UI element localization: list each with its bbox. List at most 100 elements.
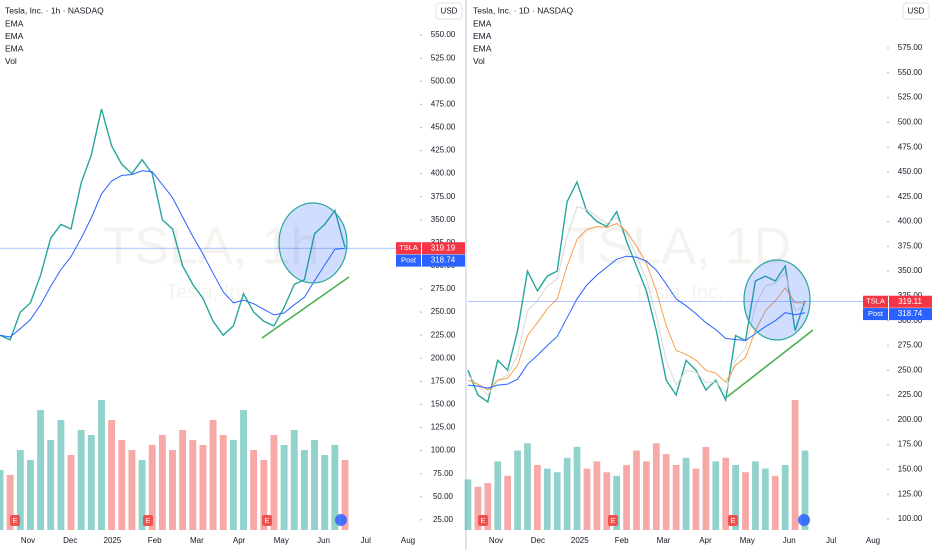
y-tick-label: 250.00 xyxy=(898,365,923,374)
volume-bar xyxy=(37,410,45,530)
y-tick-label: 525.00 xyxy=(898,93,923,102)
volume-bar xyxy=(331,445,339,530)
volume-bar xyxy=(179,430,187,530)
volume-bar xyxy=(514,450,521,530)
y-tick-label: 550.00 xyxy=(898,68,923,77)
y-tick-label: 425.00 xyxy=(898,192,923,201)
y-tick-label: 275.00 xyxy=(431,284,456,293)
volume-bar xyxy=(47,440,55,530)
y-tick-label: 500.00 xyxy=(898,117,923,126)
volume-bar xyxy=(484,483,492,530)
y-tick-label: 175.00 xyxy=(431,376,456,385)
y-tick-label: 300.00 xyxy=(898,316,923,325)
earnings-marker-label: E xyxy=(481,518,486,525)
volume-bar xyxy=(148,445,156,530)
volume-bar xyxy=(209,420,217,530)
ema-line xyxy=(0,170,346,338)
legend-item: EMA xyxy=(5,31,24,41)
volume-bar xyxy=(702,446,710,530)
x-tick-label: Jun xyxy=(783,536,796,545)
price-tag-name-box xyxy=(863,295,888,308)
price-tag-value: 319.11 xyxy=(898,297,922,306)
price-tag-value: 319.19 xyxy=(431,243,456,252)
volume-bar xyxy=(67,455,75,530)
chart-title: Tesla, Inc. · 1D · NASDAQ xyxy=(473,5,574,15)
x-tick-label: Mar xyxy=(657,536,671,545)
x-tick-label: Dec xyxy=(63,536,77,545)
ema-line xyxy=(467,255,806,389)
y-tick-label: 250.00 xyxy=(431,307,456,316)
legend-item: EMA xyxy=(5,43,24,53)
volume-bar xyxy=(57,420,65,530)
volume-bar xyxy=(250,450,258,530)
price-tag-name: Post xyxy=(401,256,417,265)
x-tick-label: Aug xyxy=(866,536,880,545)
volume-bar xyxy=(682,457,690,530)
trend-line xyxy=(261,276,350,339)
volume-bar xyxy=(290,430,298,530)
price-tag-name: TSLA xyxy=(866,297,885,306)
y-tick-label: 475.00 xyxy=(431,99,456,108)
volume-bar xyxy=(534,465,541,530)
x-tick-label: Feb xyxy=(615,536,629,545)
highlight-circle xyxy=(743,259,811,341)
volume-bar xyxy=(87,435,95,530)
volume-bar xyxy=(158,435,166,530)
volume-bar xyxy=(229,440,237,530)
volume-bar xyxy=(672,465,680,530)
volume-bar xyxy=(742,472,749,530)
y-tick-label: 525.00 xyxy=(431,53,456,62)
volume-bar xyxy=(563,457,571,530)
volume-bar xyxy=(781,465,789,530)
earnings-marker-label: E xyxy=(13,518,18,525)
price-tag-value: 318.74 xyxy=(898,309,923,318)
highlight-circle xyxy=(278,202,348,284)
legend-item: EMA xyxy=(473,43,492,53)
x-tick-label: Feb xyxy=(148,536,162,545)
y-tick-label: 200.00 xyxy=(898,415,923,424)
earnings-marker xyxy=(728,515,738,526)
volume-bar xyxy=(189,440,197,530)
y-tick-label: 50.00 xyxy=(433,492,454,501)
volume-bar xyxy=(761,468,769,530)
volume-bar xyxy=(464,479,472,530)
volume-bar xyxy=(240,410,247,530)
volume-bar xyxy=(524,443,531,530)
currency-button[interactable] xyxy=(902,2,930,20)
trend-line xyxy=(726,329,814,398)
x-tick-label: Jun xyxy=(317,536,330,545)
volume-bar xyxy=(504,475,512,530)
y-tick-label: 225.00 xyxy=(898,390,923,399)
volume-bar xyxy=(623,465,630,530)
earnings-marker xyxy=(143,515,153,526)
price-tag-name-box xyxy=(396,254,421,267)
volume-bar xyxy=(553,472,561,530)
volume-bar xyxy=(692,468,700,530)
y-tick-label: 100.00 xyxy=(431,446,456,455)
currency-label: USD xyxy=(441,7,458,16)
volume-bar xyxy=(280,445,288,530)
volume-bar xyxy=(270,435,278,530)
volume-bar xyxy=(543,468,551,530)
watermark-sub: Tesla, Inc. xyxy=(633,281,723,303)
y-tick-label: 475.00 xyxy=(898,142,923,151)
y-tick-label: 400.00 xyxy=(431,169,456,178)
dividend-icon xyxy=(335,514,347,526)
legend-item: EMA xyxy=(473,18,492,28)
y-tick-label: 450.00 xyxy=(898,167,923,176)
volume-bar xyxy=(321,455,329,530)
currency-button[interactable] xyxy=(435,2,463,20)
y-tick-label: 150.00 xyxy=(431,400,456,409)
currency-label: USD xyxy=(908,7,925,16)
volume-bar xyxy=(128,450,136,530)
x-tick-label: Nov xyxy=(21,536,35,545)
y-tick-label: 350.00 xyxy=(431,215,456,224)
y-tick-label: 200.00 xyxy=(431,353,456,362)
x-tick-label: Apr xyxy=(233,536,246,545)
price-tag-box xyxy=(889,308,932,321)
earnings-marker-label: E xyxy=(731,518,736,525)
volume-bar xyxy=(138,460,146,530)
earnings-marker-label: E xyxy=(146,518,151,525)
x-tick-label: Dec xyxy=(531,536,545,545)
